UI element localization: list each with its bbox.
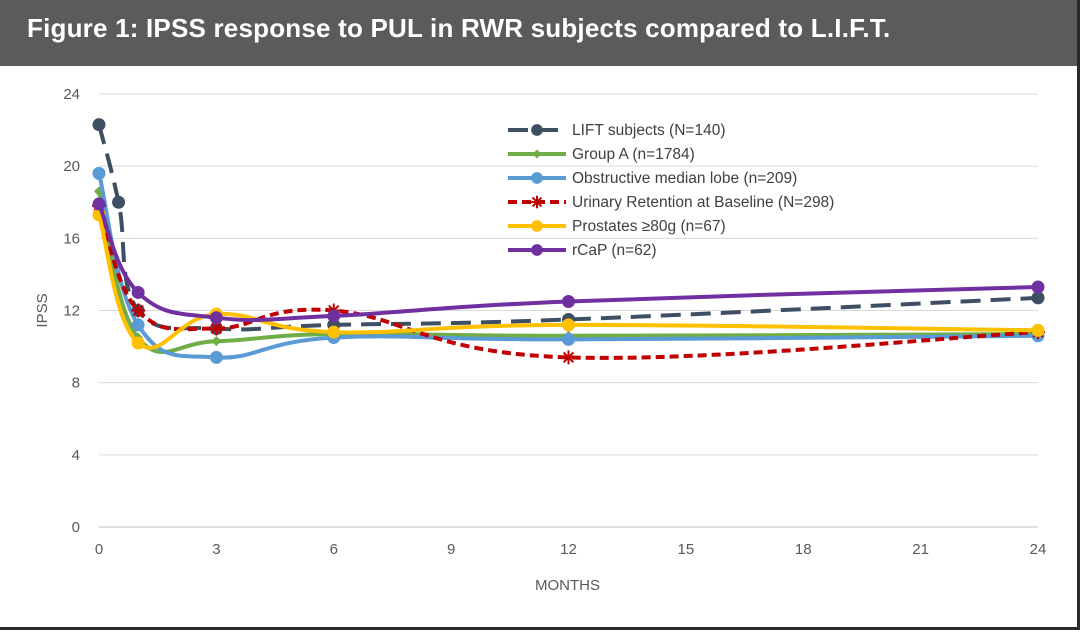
series-5	[92, 197, 1045, 325]
legend-label: Obstructive median lobe (n=209)	[572, 170, 797, 187]
legend-marker	[531, 244, 543, 256]
x-axis-label: MONTHS	[535, 577, 600, 594]
data-point	[92, 197, 106, 211]
legend: LIFT subjects (N=140) Group A (n=1784) Obs…	[508, 122, 834, 259]
data-point	[327, 309, 341, 323]
legend-item: Obstructive median lobe (n=209)	[508, 170, 797, 187]
x-tick-label: 12	[560, 541, 577, 558]
legend-marker	[532, 149, 542, 159]
data-point	[131, 318, 145, 332]
data-point	[92, 118, 106, 132]
legend-item: rCaP (n=62)	[508, 242, 657, 259]
x-tick-label: 24	[1030, 541, 1047, 558]
x-tick-label: 18	[795, 541, 812, 558]
data-point	[327, 325, 341, 339]
data-point	[209, 311, 223, 325]
x-tick-labels: 0 3 6 9 12 15 18 21 24	[95, 541, 1047, 558]
series-group	[92, 118, 1045, 365]
legend-marker	[531, 124, 543, 136]
legend-marker	[531, 220, 543, 232]
x-tick-label: 15	[678, 541, 695, 558]
data-point	[131, 336, 145, 350]
legend-label: Group A (n=1784)	[572, 146, 695, 163]
ipss-line-chart: 0 4 8 12 16 20 24 0 3 6 9 12 15 18 21 24 IPSS MONTHS L…	[34, 86, 1047, 594]
gridlines	[99, 93, 1038, 456]
y-tick-label: 8	[72, 375, 80, 392]
x-tick-label: 3	[212, 541, 220, 558]
data-point	[1031, 323, 1045, 337]
y-tick-label: 16	[63, 230, 80, 247]
legend-item: Urinary Retention at Baseline (N=298)	[508, 194, 834, 211]
data-point	[1031, 280, 1045, 294]
y-tick-label: 12	[63, 303, 80, 320]
data-point	[562, 332, 575, 346]
y-tick-label: 4	[72, 447, 80, 464]
data-point	[562, 294, 575, 308]
legend-marker	[531, 172, 543, 184]
data-point	[561, 350, 576, 365]
data-point	[209, 350, 223, 364]
y-tick-labels: 0 4 8 12 16 20 24	[63, 86, 80, 536]
legend-label: Prostates ≥80g (n=67)	[572, 218, 726, 235]
y-tick-label: 0	[72, 519, 80, 536]
y-tick-label: 20	[63, 158, 80, 175]
data-point	[131, 285, 145, 299]
chart-area: 0 4 8 12 16 20 24 0 3 6 9 12 15 18 21 24 IPSS MONTHS L…	[0, 66, 1077, 627]
y-tick-label: 24	[63, 86, 80, 103]
legend-label: rCaP (n=62)	[572, 242, 657, 259]
legend-item: LIFT subjects (N=140)	[508, 122, 726, 139]
data-point	[112, 195, 126, 209]
legend-marker	[530, 195, 544, 209]
legend-label: LIFT subjects (N=140)	[572, 122, 726, 139]
data-point	[92, 166, 106, 180]
legend-item: Group A (n=1784)	[508, 146, 695, 163]
x-tick-label: 21	[912, 541, 929, 558]
data-point	[1031, 291, 1045, 305]
x-tick-label: 0	[95, 541, 103, 558]
title-bar: Figure 1: IPSS response to PUL in RWR su…	[0, 0, 1077, 66]
x-tick-label: 9	[447, 541, 455, 558]
data-point	[211, 336, 222, 347]
y-axis-label: IPSS	[34, 293, 51, 327]
figure-title: Figure 1: IPSS response to PUL in RWR su…	[27, 13, 891, 43]
x-tick-label: 6	[330, 541, 338, 558]
data-point	[131, 303, 146, 318]
legend-label: Urinary Retention at Baseline (N=298)	[572, 194, 834, 211]
legend-item: Prostates ≥80g (n=67)	[508, 218, 726, 235]
data-point	[562, 318, 575, 332]
